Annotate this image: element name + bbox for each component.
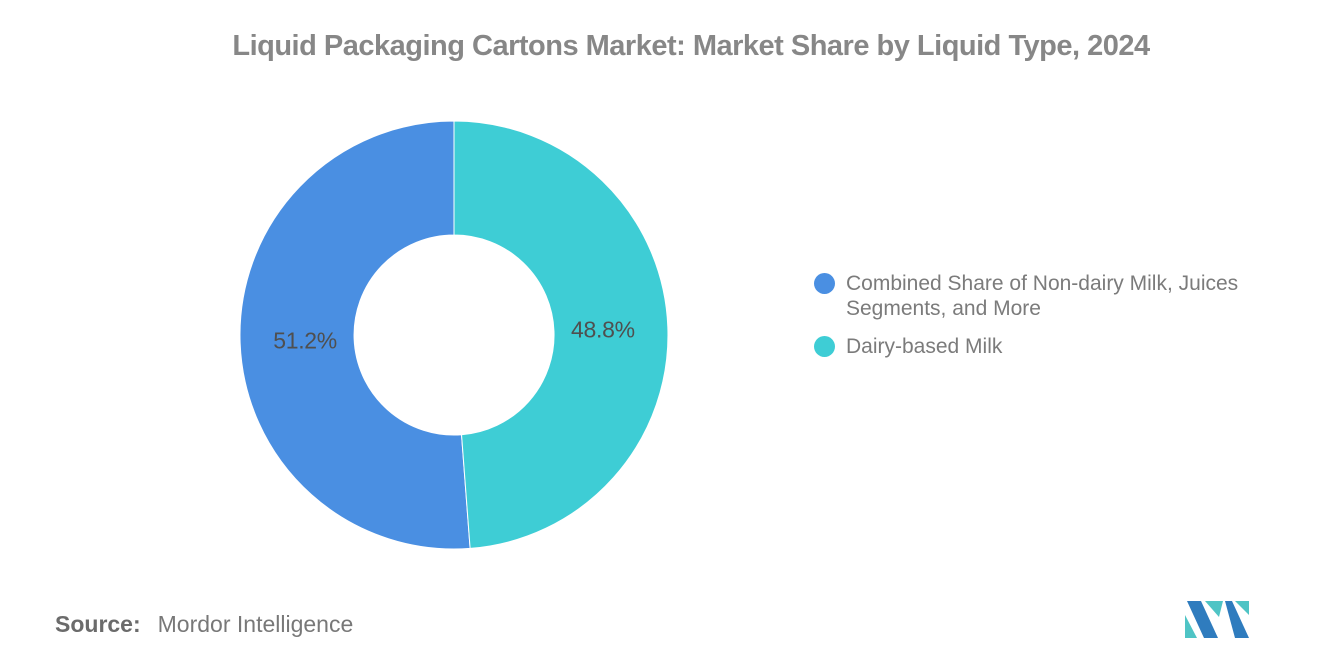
legend-marker-icon: [814, 336, 835, 357]
pie-slice-1[interactable]: [453, 120, 669, 549]
legend-item-dairy[interactable]: Dairy-based Milk: [814, 334, 1300, 359]
legend-label: Combined Share of Non-dairy Milk, Juices…: [846, 272, 1239, 320]
data-label-0: 51.2%: [273, 328, 337, 354]
mordor-intelligence-logo: [1185, 601, 1249, 638]
donut-svg: 51.2% 48.8%: [239, 120, 669, 550]
chart-legend: Combined Share of Non-dairy Milk, Juices…: [814, 271, 1300, 372]
source-name: Mordor Intelligence: [157, 611, 354, 637]
legend-marker-icon: [814, 273, 835, 294]
legend-item-non-dairy[interactable]: Combined Share of Non-dairy Milk, Juices…: [814, 271, 1300, 321]
legend-label: Dairy-based Milk: [846, 335, 1003, 358]
logo-teal-shape: [1205, 601, 1223, 617]
donut-chart: 51.2% 48.8%: [239, 120, 669, 550]
source-label: Source:: [55, 611, 141, 637]
logo-teal-shape: [1185, 615, 1197, 638]
logo-teal-shape: [1235, 601, 1249, 615]
source-line: Source: Mordor Intelligence: [55, 611, 353, 638]
chart-title: Liquid Packaging Cartons Market: Market …: [232, 30, 1150, 62]
logo-blue-shape: [1225, 601, 1249, 638]
data-label-1: 48.8%: [571, 316, 635, 342]
logo-blue-shape: [1187, 601, 1218, 638]
pie-slice-0[interactable]: [239, 120, 471, 550]
